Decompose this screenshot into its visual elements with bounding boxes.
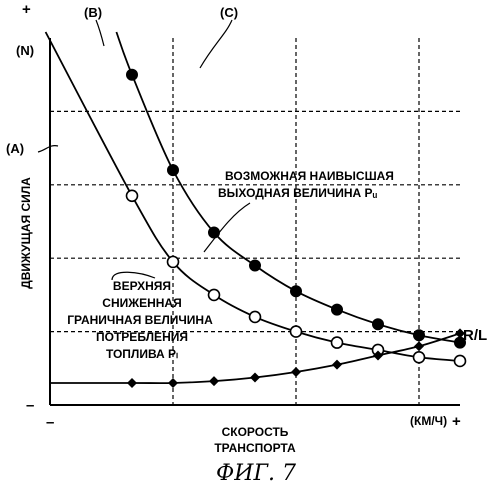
data-point-rl [455,328,465,339]
x-axis-title-line2: ТРАНСПОРТА [214,441,296,455]
x-axis-title-line1: СКОРОСТЬ [222,425,289,439]
data-point-pu [413,329,425,342]
leader-a [37,145,59,153]
pl-label-line1: ВЕРХНЯЯ [113,279,171,293]
x-unit-label: (КМ/Ч) [410,414,447,428]
data-point-pl [248,310,262,324]
leader-c [199,19,233,69]
data-point-pu [331,303,343,316]
data-point-pl [166,255,180,269]
data-point-pu [249,259,261,272]
x-max-label: + [452,413,461,430]
y-max-label: + [22,1,31,18]
data-point-rl [332,359,342,370]
data-point-pu [290,285,302,298]
data-point-pl [125,189,139,203]
region-c-label: (C) [220,5,238,20]
pu-label-line2: ВЫХОДНАЯ ВЕЛИЧИНА Pᵤ [218,186,378,200]
axes [49,38,460,406]
y-unit-label: (N) [16,43,34,58]
grid [50,38,460,405]
data-point-pl [289,325,303,338]
pl-label-line3: ГРАНИЧНАЯ ВЕЛИЧИНА [67,313,213,327]
data-point-pu [208,226,220,239]
data-point-rl [373,350,383,361]
leader-pu [203,202,251,253]
series-r/l-path [50,332,461,385]
data-point-pu [167,164,179,177]
pl-label-line2: СНИЖЕННАЯ [102,296,181,310]
pl-label-line5: ТОПЛИВА Pₗ [106,347,178,361]
data-point-rl [127,377,137,388]
data-point-rl [209,376,219,387]
leader-b [95,19,105,47]
data-point-pl [207,288,221,302]
data-point-pu [126,68,138,81]
data-point-rl [250,372,260,383]
data-point-pl [412,350,426,364]
region-b-label: (B) [84,5,102,20]
figure-caption: ФИГ. 7 [216,461,296,486]
y-min-label: – [26,397,34,414]
data-point-pl [453,354,467,368]
data-point-pl [330,336,344,349]
pu-label-line1: ВОЗМОЖНАЯ НАИВЫСШАЯ [225,169,394,183]
pl-label-line4: ПОТРЕБЛЕНИЯ [96,330,188,344]
series-rl-line [50,332,461,385]
chart-marks [125,68,467,388]
series-pu-path [115,31,461,344]
y-axis-title: ДВИЖУЩАЯ СИЛА [19,177,33,289]
x-min-label: – [46,414,54,431]
data-point-rl [414,341,424,352]
data-point-pu [372,318,384,331]
rl-label: R/L [463,327,487,344]
data-point-rl [168,377,178,388]
data-point-rl [291,366,301,377]
leader-pl [111,271,156,281]
series-pu-line [115,31,461,344]
region-a-label: (A) [6,141,24,156]
